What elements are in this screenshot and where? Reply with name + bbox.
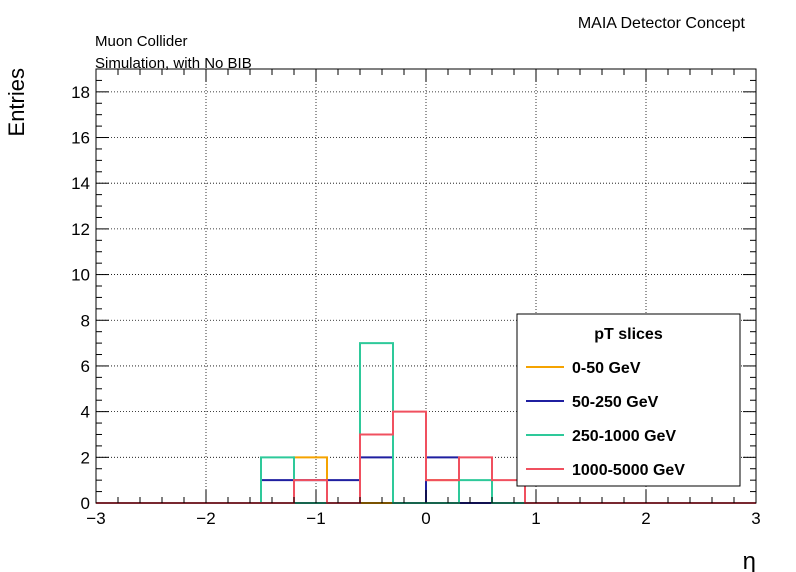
legend: pT slices 0-50 GeV 50-250 GeV 250-1000 GeV 1… bbox=[517, 314, 740, 486]
legend-entry-label: 250-1000 GeV bbox=[572, 428, 676, 445]
label-line2: Simulation, with No BIB bbox=[95, 55, 252, 72]
y-tick-label: 4 bbox=[81, 403, 90, 422]
y-tick-label: 14 bbox=[71, 174, 90, 193]
y-axis-label: Entries bbox=[4, 68, 29, 136]
y-tick-label: 0 bbox=[81, 494, 90, 513]
y-tick-label: 10 bbox=[71, 266, 90, 285]
x-tick-label: −1 bbox=[306, 509, 325, 528]
label-line1: Muon Collider bbox=[95, 33, 188, 50]
y-tick-label: 18 bbox=[71, 83, 90, 102]
y-tick-label: 16 bbox=[71, 129, 90, 148]
x-tick-label: 1 bbox=[531, 509, 540, 528]
legend-entry-label: 0-50 GeV bbox=[572, 360, 641, 377]
y-tick-label: 8 bbox=[81, 311, 90, 330]
legend-title: pT slices bbox=[594, 326, 663, 343]
x-tick-label: 3 bbox=[751, 509, 760, 528]
experiment-title: MAIA Detector Concept bbox=[578, 15, 746, 32]
x-tick-label: −2 bbox=[196, 509, 215, 528]
legend-entry-label: 50-250 GeV bbox=[572, 394, 659, 411]
x-tick-label: 0 bbox=[421, 509, 430, 528]
y-tick-label: 12 bbox=[71, 220, 90, 239]
y-tick-label: 2 bbox=[81, 448, 90, 467]
x-tick-label: 2 bbox=[641, 509, 650, 528]
y-tick-label: 6 bbox=[81, 357, 90, 376]
x-axis-label: η bbox=[743, 548, 756, 572]
legend-entry-label: 1000-5000 GeV bbox=[572, 462, 685, 479]
